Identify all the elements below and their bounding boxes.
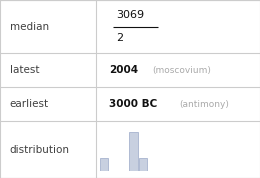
Text: (moscovium): (moscovium)	[152, 66, 211, 75]
Text: distribution: distribution	[10, 145, 70, 155]
Text: latest: latest	[10, 65, 39, 75]
Text: median: median	[10, 22, 49, 32]
Text: 3069: 3069	[116, 10, 144, 20]
Text: earliest: earliest	[10, 99, 49, 109]
Text: 2004: 2004	[109, 65, 138, 75]
Bar	[129, 132, 138, 171]
Bar	[139, 158, 147, 171]
Text: 3000 BC: 3000 BC	[109, 99, 158, 109]
Bar	[100, 158, 108, 171]
Text: 2: 2	[116, 33, 123, 43]
Text: (antimony): (antimony)	[179, 100, 229, 109]
